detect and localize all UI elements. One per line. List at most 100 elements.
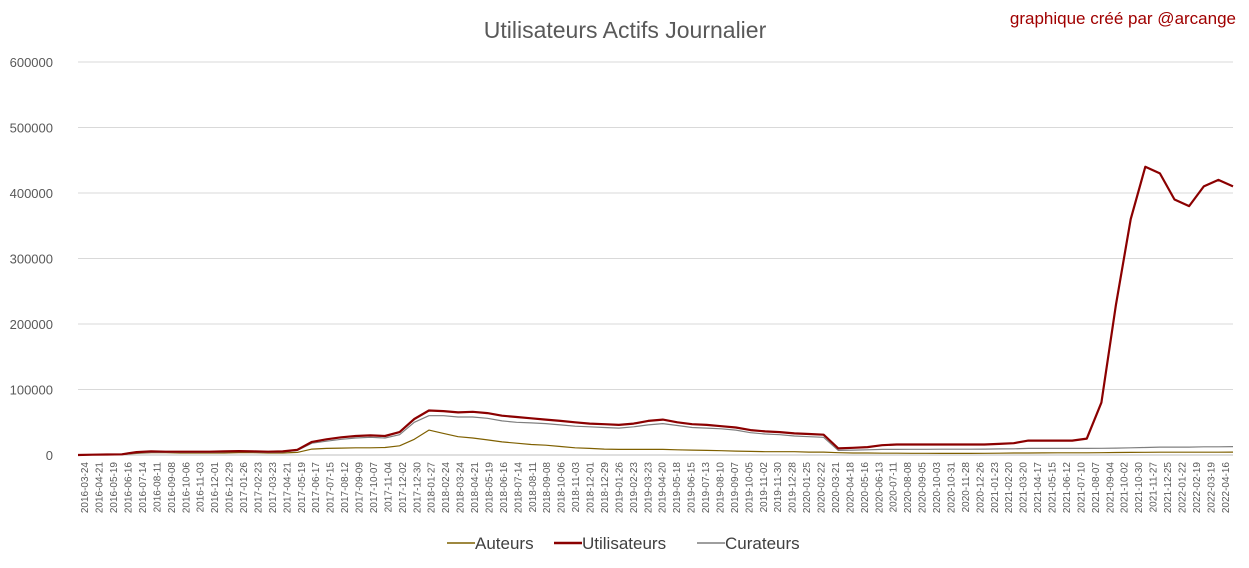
y-tick-label: 200000 <box>10 317 53 332</box>
x-tick-label: 2019-10-05 <box>744 462 755 514</box>
x-tick-label: 2016-08-11 <box>152 462 163 513</box>
series-line-utilisateurs <box>77 165 1234 457</box>
x-tick-label: 2020-04-18 <box>845 462 856 514</box>
x-tick-label: 2017-05-19 <box>297 462 308 514</box>
series-line-auteurs <box>77 429 1234 456</box>
x-tick-label: 2020-08-08 <box>903 462 914 514</box>
y-tick-label: 300000 <box>10 252 53 267</box>
y-tick-label: 0 <box>46 448 53 463</box>
x-tick-label: 2018-04-21 <box>470 462 481 514</box>
x-tick-label: 2016-09-08 <box>167 462 178 514</box>
x-tick-label: 2019-06-15 <box>687 462 698 514</box>
x-tick-label: 2019-09-07 <box>730 462 741 514</box>
x-tick-label: 2020-10-03 <box>932 462 943 514</box>
x-tick-label: 2022-01-22 <box>1177 462 1188 514</box>
x-tick-label: 2016-06-16 <box>124 462 135 514</box>
x-axis-ticks: 2016-03-24 2016-04-21 2016-05-19 2016-06-16… <box>80 462 1232 514</box>
x-tick-label: 2020-06-13 <box>874 462 885 514</box>
x-tick-label: 2017-04-21 <box>282 462 293 514</box>
x-tick-label: 2020-10-31 <box>946 462 957 514</box>
x-tick-label: 2021-09-04 <box>1105 462 1116 514</box>
x-tick-label: 2017-08-12 <box>340 462 351 514</box>
x-tick-label: 2016-12-29 <box>225 462 236 514</box>
x-tick-label: 2017-02-23 <box>253 462 264 514</box>
x-tick-label: 2016-04-21 <box>95 462 106 514</box>
x-tick-label: 2021-11-27 <box>1149 462 1160 513</box>
x-tick-label: 2018-05-19 <box>484 462 495 514</box>
x-tick-label: 2019-11-02 <box>759 462 770 513</box>
x-tick-label: 2019-07-13 <box>701 462 712 514</box>
x-tick-label: 2020-09-05 <box>918 462 929 514</box>
chart-credit: graphique créé par @arcange <box>1010 9 1236 28</box>
series-lines <box>77 165 1234 457</box>
x-tick-label: 2018-01-27 <box>427 462 438 514</box>
x-tick-label: 2019-05-18 <box>672 462 683 514</box>
x-tick-label: 2019-01-26 <box>614 462 625 514</box>
x-tick-label: 2017-03-23 <box>268 462 279 514</box>
x-tick-label: 2019-11-30 <box>773 462 784 513</box>
x-tick-label: 2018-10-06 <box>557 462 568 514</box>
x-tick-label: 2016-03-24 <box>80 462 91 514</box>
x-tick-label: 2020-03-21 <box>831 462 842 514</box>
x-tick-label: 2022-04-16 <box>1221 462 1232 514</box>
gridlines <box>78 61 1233 456</box>
chart-title: Utilisateurs Actifs Journalier <box>484 17 767 43</box>
legend-entry: Curateurs <box>725 534 800 553</box>
x-tick-label: 2021-06-12 <box>1062 462 1073 514</box>
x-tick-label: 2019-08-10 <box>715 462 726 514</box>
x-tick-label: 2018-12-29 <box>600 462 611 514</box>
x-tick-label: 2018-11-03 <box>571 462 582 513</box>
x-tick-label: 2018-03-24 <box>456 462 467 514</box>
legend-entry: Auteurs <box>475 534 534 553</box>
x-tick-label: 2020-05-16 <box>860 462 871 514</box>
x-tick-label: 2021-07-10 <box>1076 462 1087 514</box>
x-tick-label: 2018-02-24 <box>441 462 452 514</box>
x-tick-label: 2019-04-20 <box>658 462 669 514</box>
x-tick-label: 2020-02-22 <box>817 462 828 514</box>
x-tick-label: 2017-01-26 <box>239 462 250 514</box>
x-tick-label: 2021-01-23 <box>990 462 1001 514</box>
x-tick-label: 2020-12-26 <box>975 462 986 514</box>
x-tick-label: 2018-09-08 <box>542 462 553 514</box>
x-tick-label: 2020-07-11 <box>889 462 900 513</box>
x-tick-label: 2021-05-15 <box>1048 462 1059 514</box>
x-tick-label: 2021-12-25 <box>1163 462 1174 514</box>
x-tick-label: 2018-12-01 <box>586 462 597 514</box>
x-tick-label: 2017-11-04 <box>383 462 394 513</box>
x-tick-label: 2017-09-09 <box>355 462 366 514</box>
x-tick-label: 2016-05-19 <box>109 462 120 514</box>
x-tick-label: 2021-10-02 <box>1120 462 1131 514</box>
x-tick-label: 2020-01-25 <box>802 462 813 514</box>
x-tick-label: 2017-10-07 <box>369 462 380 514</box>
y-tick-label: 400000 <box>10 186 53 201</box>
x-tick-label: 2019-12-28 <box>788 462 799 514</box>
x-tick-label: 2016-07-14 <box>138 462 149 514</box>
x-tick-label: 2018-06-16 <box>499 462 510 514</box>
x-tick-label: 2022-03-19 <box>1206 462 1217 514</box>
x-tick-label: 2017-07-15 <box>326 462 337 514</box>
legend-entry: Utilisateurs <box>582 534 666 553</box>
x-tick-label: 2017-06-17 <box>311 462 322 514</box>
x-tick-label: 2021-08-07 <box>1091 462 1102 514</box>
y-axis-ticks: 0 100000 200000 300000 400000 500000 600000 <box>10 55 53 463</box>
x-tick-label: 2018-07-14 <box>513 462 524 514</box>
x-tick-label: 2019-02-23 <box>629 462 640 514</box>
x-tick-label: 2017-12-30 <box>412 462 423 514</box>
x-tick-label: 2016-12-01 <box>210 462 221 514</box>
x-tick-label: 2016-11-03 <box>196 462 207 513</box>
x-tick-label: 2021-02-20 <box>1004 462 1015 514</box>
x-tick-label: 2019-03-23 <box>643 462 654 514</box>
legend: Auteurs Utilisateurs Curateurs <box>447 534 800 553</box>
x-tick-label: 2016-10-06 <box>181 462 192 514</box>
y-tick-label: 600000 <box>10 55 53 70</box>
x-tick-label: 2020-11-28 <box>961 462 972 513</box>
y-tick-label: 100000 <box>10 383 53 398</box>
x-tick-label: 2017-12-02 <box>398 462 409 514</box>
x-tick-label: 2021-10-30 <box>1134 462 1145 514</box>
x-tick-label: 2022-02-19 <box>1192 462 1203 514</box>
y-tick-label: 500000 <box>10 121 53 136</box>
x-tick-label: 2021-04-17 <box>1033 462 1044 514</box>
x-tick-label: 2021-03-20 <box>1019 462 1030 514</box>
x-tick-label: 2018-08-11 <box>528 462 539 513</box>
